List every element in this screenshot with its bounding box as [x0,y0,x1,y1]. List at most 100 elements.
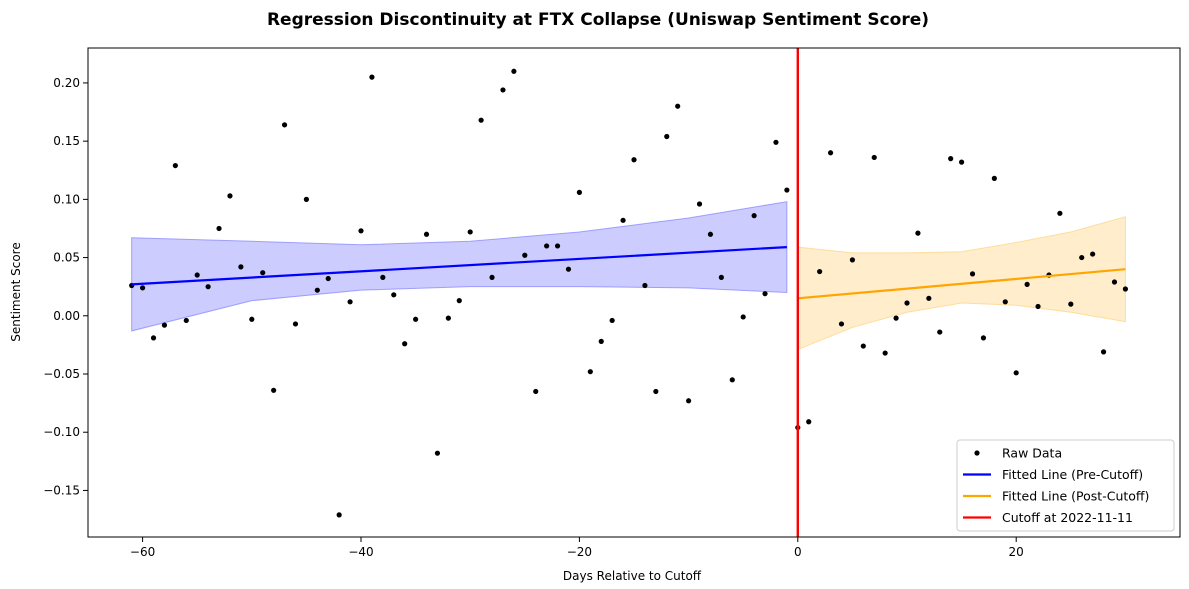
y-tick-label: −0.10 [43,425,80,439]
plot-area [129,48,1128,537]
y-tick-label: −0.15 [43,483,80,497]
data-point [882,350,888,356]
data-point [336,512,342,518]
data-point [653,388,659,395]
data-point [838,321,845,327]
data-point [1111,279,1118,285]
y-tick-label: 0.15 [53,134,80,148]
data-point [227,193,233,199]
data-point [183,317,189,324]
data-point [467,229,473,235]
data-point [827,150,834,156]
data-point [533,388,539,395]
data-point [423,231,430,237]
data-point [391,292,397,298]
x-axis-label: Days Relative to Cutoff [563,569,702,583]
x-tick-label: 0 [794,545,802,559]
data-point [194,272,200,278]
data-point [806,419,812,425]
data-point [817,268,823,275]
data-point [991,175,997,181]
legend-marker-scatter [974,450,980,456]
fitted-line-0 [131,245,787,286]
data-point [849,257,856,263]
data-point [281,122,288,128]
data-point [937,329,943,335]
data-point [522,252,528,258]
legend-label: Fitted Line (Pre-Cutoff) [1002,467,1143,482]
data-point [1090,251,1096,257]
data-point [500,87,506,93]
legend-label: Raw Data [1002,446,1062,461]
data-point [598,338,604,344]
data-point [347,299,353,305]
data-point [696,201,703,207]
x-tick-label: −40 [348,545,373,559]
data-point [969,271,976,277]
data-point [718,274,724,280]
legend-box [956,439,1175,532]
data-point [380,274,386,280]
y-tick-label: 0.10 [53,192,80,206]
data-point [893,315,899,321]
y-axis-ticks: −0.15 −0.10 −0.05 0.00 0.05 0.10 0.15 0.20 [43,76,88,497]
data-point [172,162,178,169]
data-point [303,196,309,202]
data-point [926,295,932,301]
data-point [489,274,495,280]
data-point [445,315,451,321]
data-point [1002,299,1008,305]
data-point [1035,303,1041,310]
data-point [161,322,168,328]
data-point [1024,281,1030,287]
data-point [1068,301,1074,307]
data-point [1013,370,1019,376]
data-point [686,398,692,404]
data-point [948,156,954,162]
data-point [249,316,255,322]
data-point [314,287,320,293]
data-point [413,316,419,322]
data-point [631,157,637,163]
data-point [1122,286,1128,292]
data-point [664,133,670,140]
data-point [915,230,921,236]
legend-label: Cutoff at 2022-11-11 [1002,510,1133,525]
data-point [784,187,790,193]
fitted-line-1 [797,268,1126,300]
data-point [271,387,277,393]
y-tick-label: 0.20 [53,76,80,90]
data-point [609,317,615,324]
data-point [216,225,222,232]
data-point [740,314,746,320]
data-point [238,264,244,270]
data-point [751,213,757,219]
x-axis-ticks: −60 −40 −20 0 20 [130,537,1024,559]
data-point [140,285,146,291]
x-tick-label: −60 [130,545,155,559]
data-point [675,103,681,109]
data-point [260,270,266,276]
x-tick-label: 20 [1009,545,1024,559]
data-point [1079,254,1085,261]
data-point [576,189,583,195]
data-point [1057,210,1063,216]
data-point [729,377,735,383]
legend: Raw Data Fitted Line (Pre-Cutoff) Fitted L… [956,439,1175,532]
data-point [773,139,779,145]
data-point [205,284,211,290]
data-point [904,300,910,306]
data-point [554,243,561,249]
x-tick-label: −20 [567,545,592,559]
data-point [980,335,987,341]
chart-title: Regression Discontinuity at FTX Collapse… [267,10,929,30]
data-point [959,159,965,165]
data-point [565,266,572,272]
data-point [325,275,331,282]
data-point [292,321,299,327]
axes-frame [87,47,1181,538]
y-tick-label: 0.00 [53,309,80,323]
data-point [762,291,768,297]
data-point [434,450,441,456]
